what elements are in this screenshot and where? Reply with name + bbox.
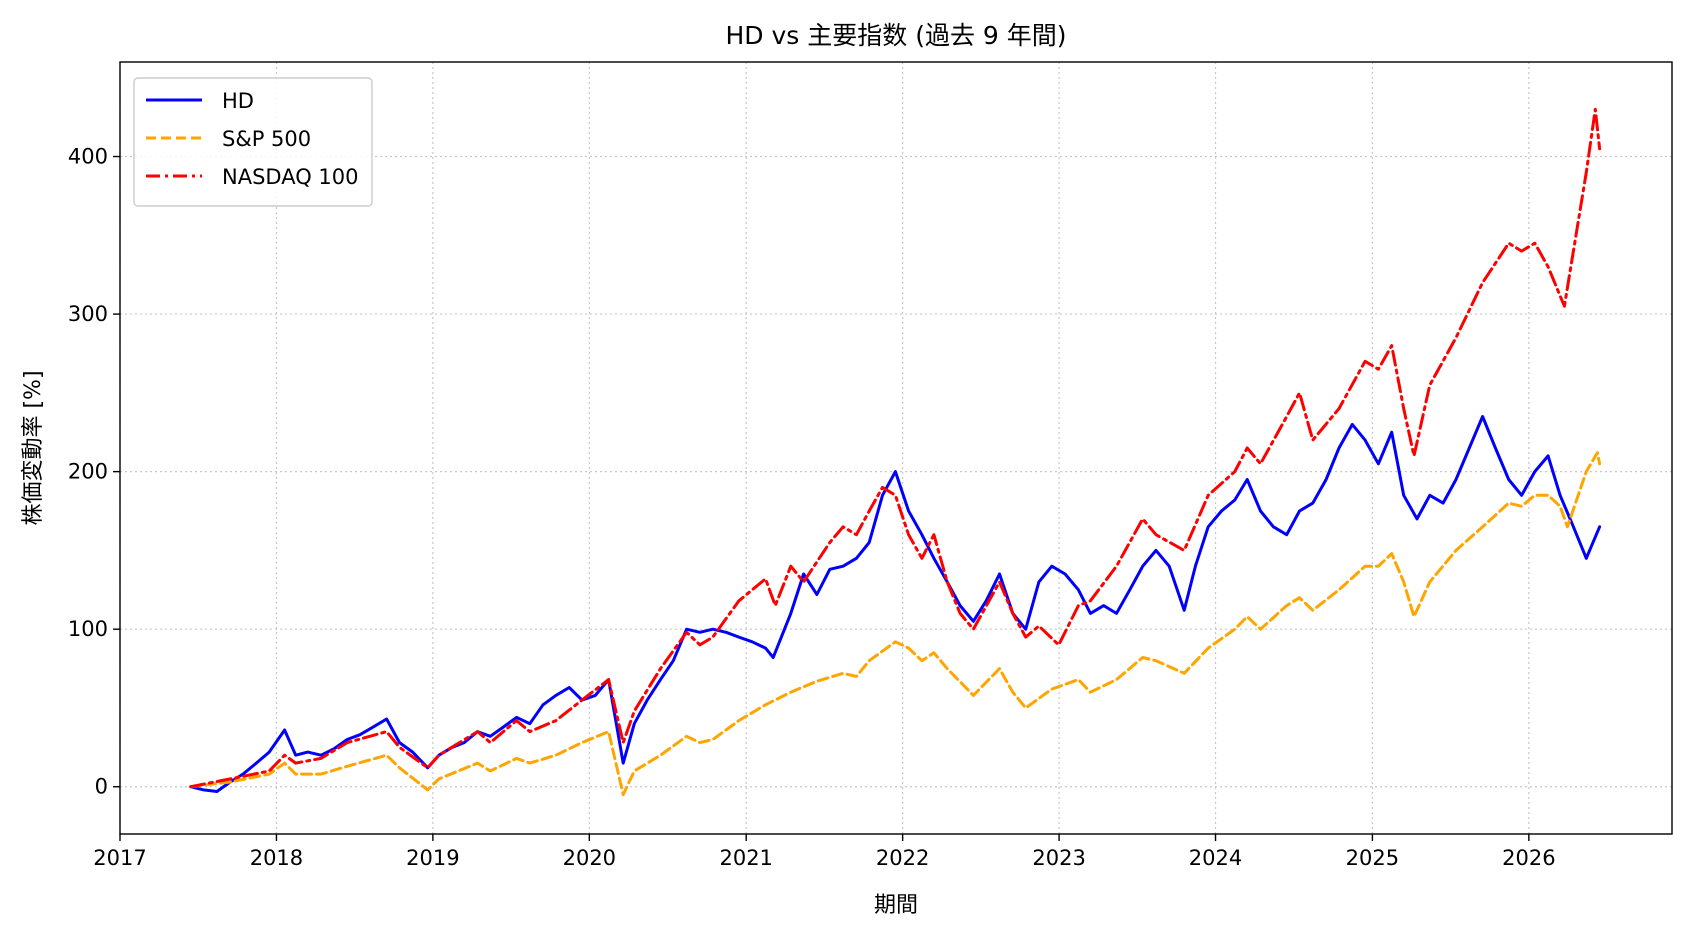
series-line-s-p-500 <box>189 451 1602 797</box>
y-tick-label: 0 <box>95 775 108 799</box>
chart-title: HD vs 主要指数 (過去 9 年間) <box>725 21 1066 50</box>
y-tick-label: 400 <box>68 145 108 169</box>
x-tick-label: 2017 <box>93 846 146 870</box>
y-tick-label: 200 <box>68 460 108 484</box>
series-layer <box>189 107 1602 797</box>
x-tick-label: 2021 <box>719 846 772 870</box>
x-tick-label: 2023 <box>1032 846 1085 870</box>
legend: HD S&P 500 NASDAQ 100 <box>133 77 373 207</box>
x-tick-label: 2026 <box>1502 846 1555 870</box>
y-tick-label: 100 <box>68 617 108 641</box>
legend-label: S&P 500 <box>222 127 311 151</box>
series-line-nasdaq-100 <box>189 107 1602 789</box>
plot-frame <box>119 61 1673 835</box>
series-line-hd <box>189 415 1602 793</box>
x-tick-label: 2019 <box>406 846 459 870</box>
x-tick-label: 2024 <box>1189 846 1242 870</box>
x-tick-label: 2025 <box>1346 846 1399 870</box>
y-axis-title: 株価変動率 [%] <box>21 370 46 525</box>
y-tick-label: 300 <box>68 302 108 326</box>
x-axis-title: 期間 <box>874 893 918 918</box>
x-tick-label: 2020 <box>563 846 616 870</box>
x-tick-label: 2022 <box>876 846 929 870</box>
x-tick-label: 2018 <box>250 846 303 870</box>
axis-layer: 2017 2018 2019 2020 2021 2022 2023 2024 2025 2026… <box>68 145 1556 870</box>
legend-label: NASDAQ 100 <box>222 165 359 189</box>
legend-box <box>133 77 373 207</box>
legend-label: HD <box>222 89 254 113</box>
